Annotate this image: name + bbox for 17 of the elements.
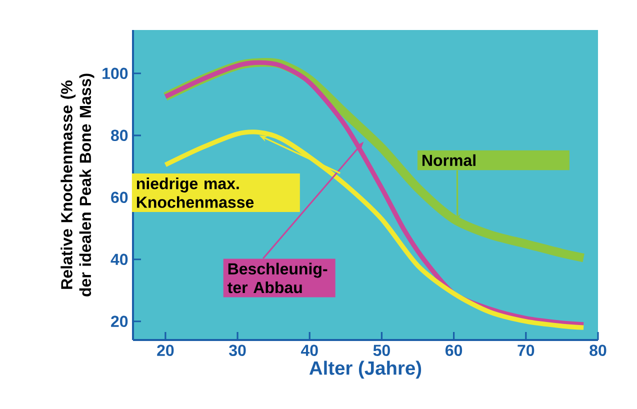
x-tick-label: 20 [157, 344, 174, 356]
y-tick-label: 80 [110, 130, 128, 142]
x-tick-label: 70 [518, 344, 534, 356]
y-axis-title: Relative Knochenmasse (% der idealen Peak Bone Mass) [60, 74, 94, 296]
y-tick-label: 20 [111, 316, 128, 328]
series-label: niedrige max. Knochenmasse [136, 178, 254, 208]
x-tick-label: 60 [446, 344, 462, 356]
series-label: Normal [422, 154, 476, 166]
x-tick-label: 30 [229, 344, 246, 356]
y-tick-label: 60 [111, 192, 128, 204]
y-tick-label: 40 [110, 254, 128, 266]
x-axis-title: Alter (Jahre) [309, 360, 422, 379]
text: Beschleunig-ter Abbau [228, 262, 328, 294]
y-tick-label: 100 [102, 68, 128, 80]
x-tick-label: 80 [590, 344, 606, 356]
x-tick-label: 50 [373, 344, 390, 356]
x-tick-label: 40 [300, 344, 318, 356]
